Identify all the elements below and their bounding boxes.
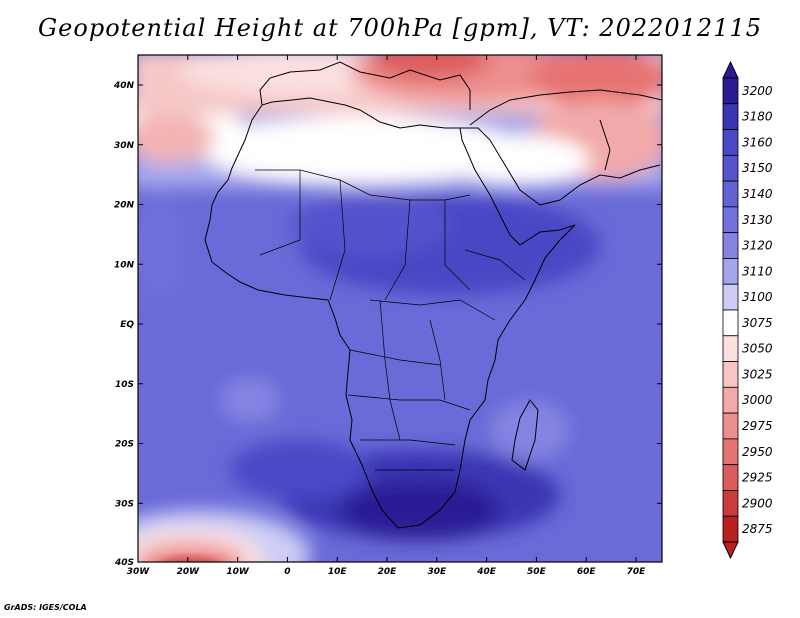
colorbar-label: 2925	[742, 471, 773, 485]
colorbar-swatch	[722, 180, 739, 208]
colorbar-swatch	[722, 412, 739, 440]
lat-label: 30S	[115, 499, 134, 509]
colorbar-swatch	[722, 515, 739, 543]
lon-label: 60E	[577, 567, 597, 577]
lon-label: 20W	[177, 567, 201, 577]
colorbar-label: 3110	[742, 264, 773, 278]
colorbar-label: 3000	[742, 393, 773, 407]
lon-label: 10W	[226, 567, 250, 577]
colorbar-swatch	[722, 438, 739, 466]
colorbar-label: 3160	[742, 135, 773, 149]
lon-label: 10E	[328, 567, 348, 577]
colorbar-swatch	[722, 206, 739, 234]
lon-label: 40E	[476, 567, 497, 577]
grads-credit: GrADS: IGES/COLA	[4, 603, 87, 612]
lon-label: 20E	[378, 567, 398, 577]
lat-label: 40N	[113, 81, 135, 91]
height-field	[138, 55, 662, 562]
colorbar-label: 3130	[742, 213, 773, 227]
colorbar-swatch	[722, 258, 739, 285]
colorbar-swatch	[722, 490, 739, 517]
colorbar-swatch	[722, 129, 739, 156]
colorbar-swatch	[722, 309, 739, 337]
colorbar-label: 2975	[742, 419, 773, 433]
lon-label: 30W	[127, 567, 151, 577]
colorbar-label: 2950	[742, 445, 773, 459]
colorbar-label: 3075	[742, 316, 773, 330]
colorbar-label: 3150	[742, 161, 773, 175]
lat-label: 40S	[114, 558, 134, 568]
colorbar-label: 3025	[742, 367, 773, 381]
lat-label: 10N	[114, 260, 135, 270]
colorbar-top-arrow	[722, 60, 739, 79]
colorbar-swatch	[722, 335, 739, 362]
lon-label: 30E	[427, 567, 447, 577]
colorbar-label: 2900	[742, 496, 773, 510]
colorbar-label: 2875	[742, 522, 773, 536]
colorbar-label: 3180	[742, 110, 773, 124]
lat-label: 20S	[115, 440, 134, 450]
lat-label: 30N	[114, 141, 135, 151]
colorbar-swatch	[722, 154, 739, 182]
colorbar-label: 3100	[742, 290, 773, 304]
colorbar-swatch	[722, 464, 739, 491]
lat-label: 10S	[115, 380, 134, 390]
colorbar-label: 3050	[742, 342, 773, 356]
colorbar-swatch	[722, 103, 739, 130]
lon-label: 50E	[527, 567, 547, 577]
lon-label: 70E	[627, 567, 647, 577]
lon-label: 0	[284, 567, 290, 577]
lat-label: EQ	[120, 320, 134, 330]
colorbar-bottom-arrow	[722, 541, 739, 560]
lat-label: 20N	[114, 201, 135, 211]
coastlines	[204, 61, 662, 529]
map-title: Geopotential Height at 700hPa [gpm], VT:…	[38, 14, 762, 42]
country-borders	[255, 169, 526, 471]
colorbar-swatch	[722, 232, 739, 259]
map-frame	[137, 54, 663, 563]
colorbar-swatch	[722, 386, 739, 414]
colorbar-swatch	[722, 283, 739, 311]
colorbar-swatch	[722, 361, 739, 388]
colorbar-swatch	[722, 77, 739, 105]
colorbar-label: 3140	[742, 187, 773, 201]
colorbar: 3200 3180 3160 3150 3140 3130 3120 3110 3100 3075…	[722, 60, 773, 560]
colorbar-label: 3120	[742, 239, 773, 253]
colorbar-label: 3200	[742, 84, 773, 98]
